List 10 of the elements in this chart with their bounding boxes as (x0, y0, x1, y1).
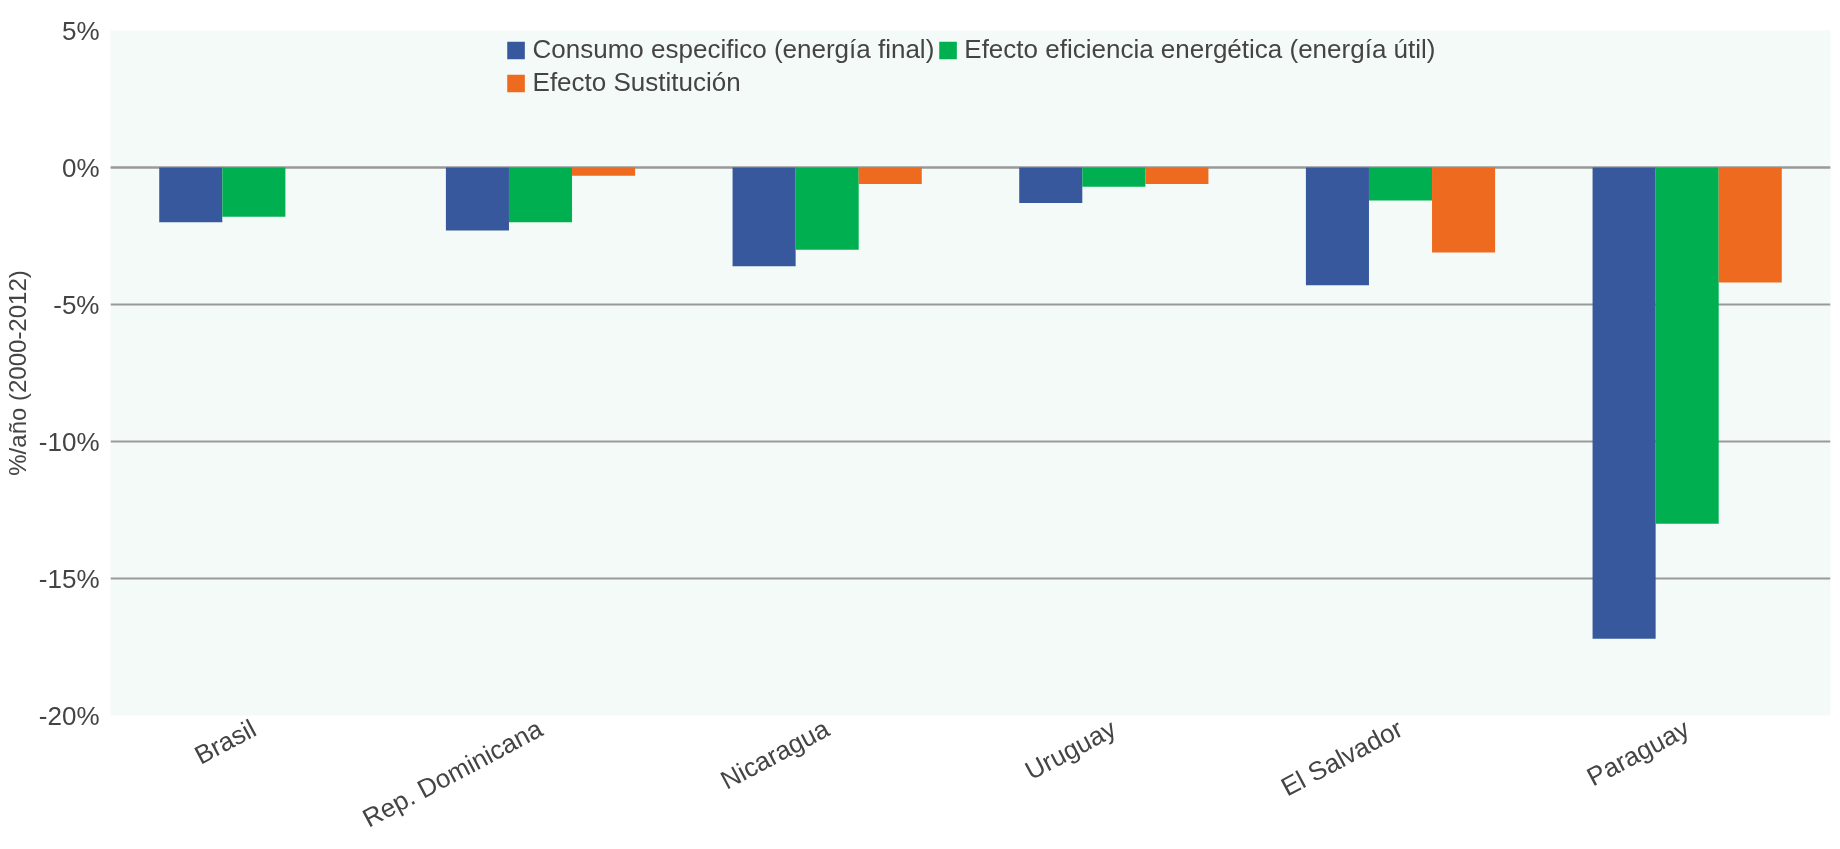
y-tick-label: -15% (38, 563, 100, 594)
legend-label: Efecto Sustitución (532, 67, 741, 98)
y-tick-label: 0% (61, 152, 100, 183)
y-tick-label: 5% (61, 15, 100, 46)
y-tick-label: -5% (53, 289, 100, 320)
y-axis-title: %/año (2000-2012) (3, 270, 31, 476)
legend-label: Efecto eficiencia energética (energía útil) (964, 34, 1436, 65)
y-tick-label: -10% (38, 426, 100, 457)
y-tick-label: -20% (38, 700, 100, 731)
legend-label: Consumo especifico (energía final) (532, 34, 935, 65)
